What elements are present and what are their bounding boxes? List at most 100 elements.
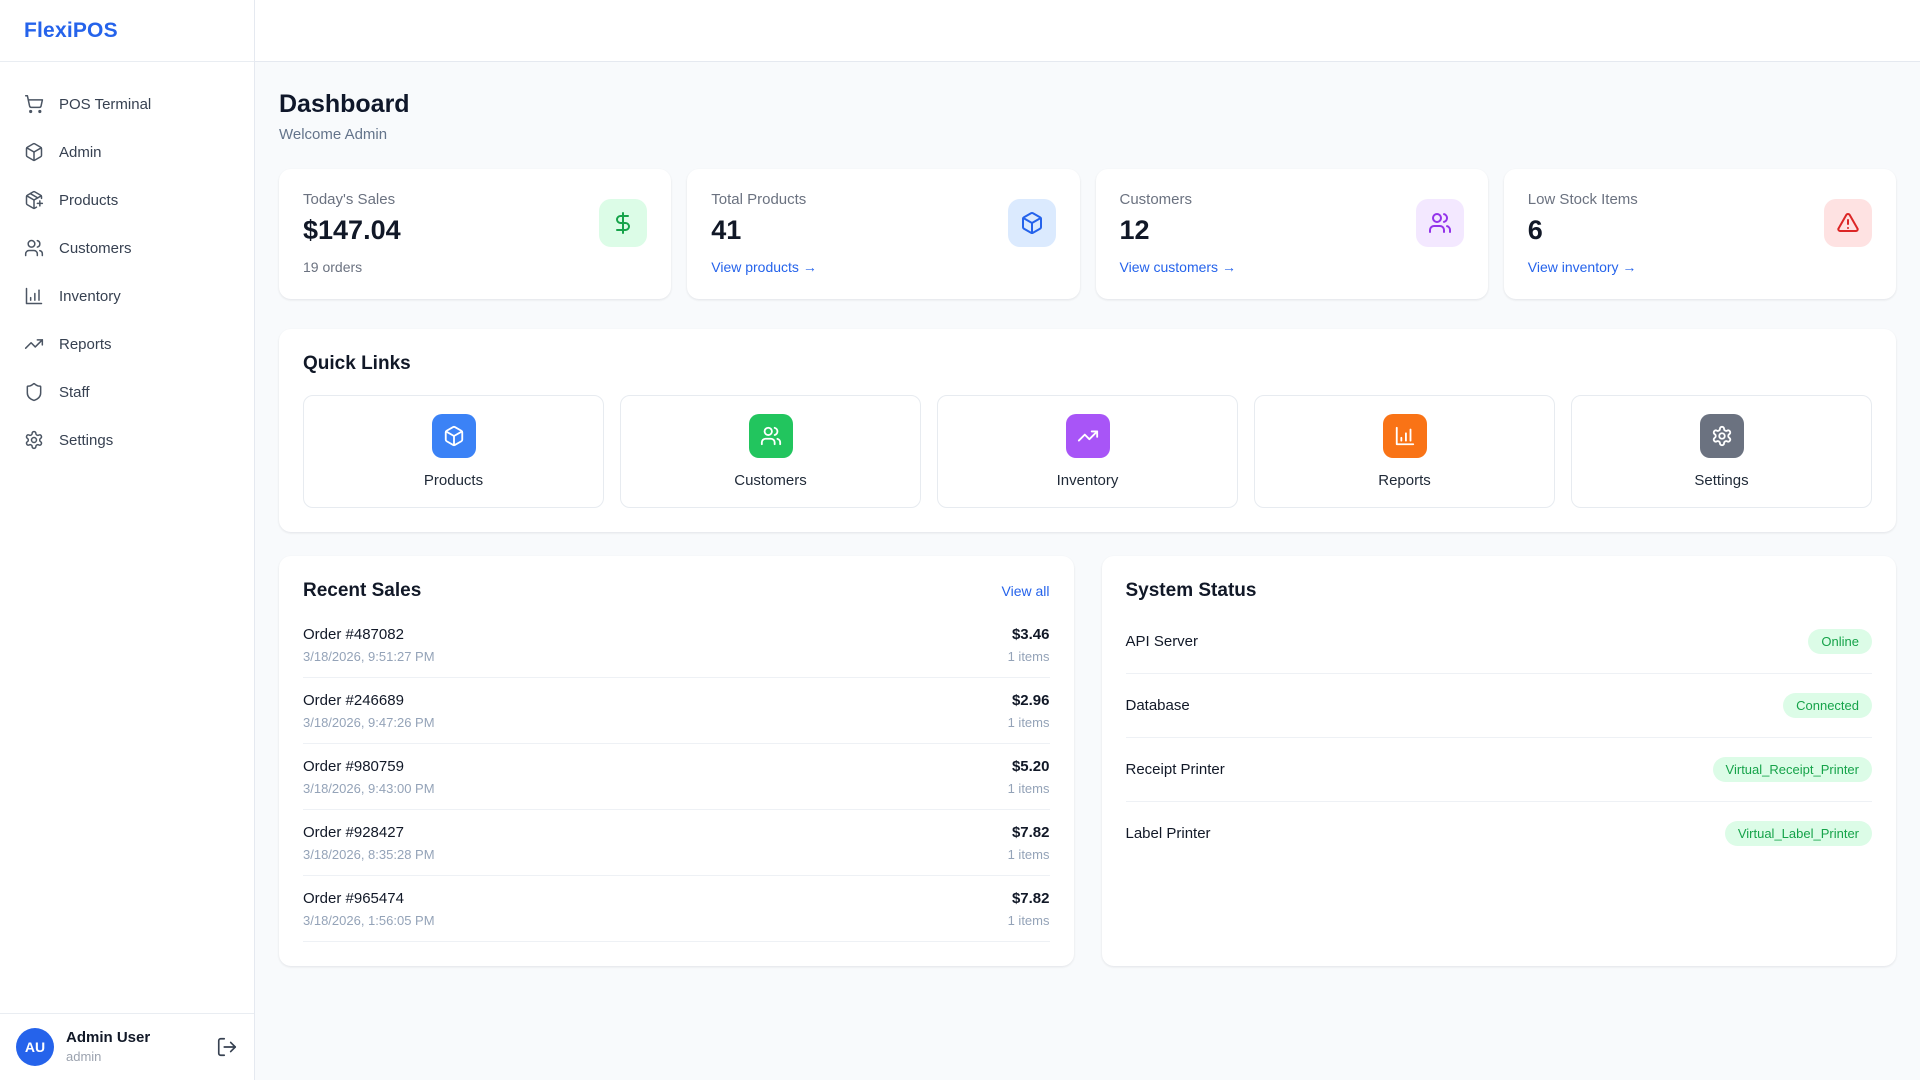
- sidebar-item-label: Reports: [59, 335, 112, 353]
- sale-totals: $7.82 1 items: [1008, 890, 1050, 928]
- users-icon: [24, 238, 44, 258]
- view-inventory-link[interactable]: View inventory →: [1527, 259, 1637, 275]
- sale-items: 1 items: [1007, 649, 1050, 664]
- package-plus-icon: [24, 190, 44, 210]
- sidebar-item-admin[interactable]: Admin: [0, 128, 254, 176]
- package-icon: [24, 142, 44, 162]
- quick-link-reports[interactable]: Reports: [1254, 395, 1555, 508]
- status-badge: Connected: [1783, 693, 1872, 718]
- recent-sales-panel: Recent Sales View all Order #487082 3/18…: [279, 556, 1074, 966]
- sidebar-item-label: Staff: [59, 383, 90, 401]
- sidebar-item-label: Inventory: [59, 287, 121, 305]
- sidebar-item-customers[interactable]: Customers: [0, 224, 254, 272]
- package-icon: [431, 414, 476, 458]
- status-badge: Online: [1808, 629, 1872, 654]
- recent-sales-head: Recent Sales View all: [303, 580, 1050, 602]
- sale-datetime: 3/18/2026, 9:51:27 PM: [303, 649, 435, 664]
- sidebar-item-reports[interactable]: Reports: [0, 320, 254, 368]
- quick-link-customers[interactable]: Customers: [620, 395, 921, 508]
- logo-wrap: FlexiPOS: [0, 0, 254, 62]
- app-logo: FlexiPOS: [24, 18, 118, 42]
- stat-value: 12: [1119, 215, 1150, 245]
- gear-icon: [24, 430, 44, 450]
- quick-links-panel: Quick Links Products Customers: [279, 329, 1896, 532]
- sale-amount: $5.20: [1011, 758, 1050, 775]
- quick-link-inventory[interactable]: Inventory: [937, 395, 1238, 508]
- stat-card-low-stock: Low Stock Items 6 View inventory →: [1503, 169, 1896, 299]
- sidebar-item-label: Settings: [59, 431, 114, 449]
- stat-card-text: Customers 12 View customers →: [1120, 191, 1236, 277]
- status-label: Label Printer: [1125, 825, 1211, 842]
- stat-value: $147.04: [303, 215, 401, 245]
- dollar-icon: [599, 199, 648, 247]
- sidebar-item-label: POS Terminal: [59, 95, 152, 113]
- sale-info: Order #965474 3/18/2026, 1:56:05 PM: [303, 890, 435, 928]
- status-badge: Virtual_Label_Printer: [1724, 821, 1872, 846]
- main-area: Dashboard Welcome Admin Today's Sales $1…: [255, 0, 1920, 1080]
- users-icon: [748, 414, 793, 458]
- shield-icon: [24, 382, 44, 402]
- sale-row: Order #928427 3/18/2026, 8:35:28 PM $7.8…: [303, 810, 1050, 876]
- view-products-link[interactable]: View products →: [711, 259, 817, 275]
- stat-label: Total Products: [711, 191, 807, 208]
- status-row: API Server Online: [1125, 610, 1872, 674]
- bar-chart-icon: [24, 286, 44, 306]
- sale-order-id: Order #980759: [303, 758, 404, 775]
- sale-items: 1 items: [1007, 781, 1050, 796]
- stat-card-text: Total Products 41 View products →: [711, 191, 817, 277]
- sale-order-id: Order #965474: [303, 890, 404, 907]
- user-role: admin: [66, 1049, 102, 1065]
- sidebar-item-staff[interactable]: Staff: [0, 368, 254, 416]
- sidebar-item-inventory[interactable]: Inventory: [0, 272, 254, 320]
- user-meta: Admin User admin: [66, 1029, 204, 1066]
- system-status-panel: System Status API Server Online Database…: [1101, 556, 1896, 966]
- sale-row: Order #980759 3/18/2026, 9:43:00 PM $5.2…: [303, 744, 1050, 810]
- bar-chart-icon: [1382, 414, 1427, 458]
- sidebar-nav: POS Terminal Admin Products Customers In…: [0, 62, 254, 1013]
- view-customers-link[interactable]: View customers →: [1119, 259, 1236, 275]
- sale-amount: $7.82: [1011, 824, 1050, 841]
- sidebar-item-label: Customers: [59, 239, 132, 257]
- view-all-link[interactable]: View all: [1001, 583, 1050, 599]
- user-name: Admin User: [66, 1028, 151, 1046]
- sale-datetime: 3/18/2026, 9:47:26 PM: [303, 715, 435, 730]
- quick-link-label: Settings: [1694, 472, 1749, 489]
- package-icon: [1007, 199, 1056, 247]
- status-row: Database Connected: [1125, 674, 1872, 738]
- users-icon: [1415, 199, 1464, 247]
- quick-link-products[interactable]: Products: [303, 395, 604, 508]
- stat-label: Low Stock Items: [1527, 191, 1638, 208]
- status-row: Label Printer Virtual_Label_Printer: [1125, 802, 1872, 865]
- stat-value: 6: [1527, 215, 1543, 245]
- sale-totals: $2.96 1 items: [1008, 692, 1050, 730]
- status-label: API Server: [1125, 633, 1199, 650]
- status-badge: Virtual_Receipt_Printer: [1712, 757, 1872, 782]
- stat-card-text: Low Stock Items 6 View inventory →: [1528, 191, 1638, 277]
- sale-totals: $3.46 1 items: [1008, 626, 1050, 664]
- bottom-grid: Recent Sales View all Order #487082 3/18…: [279, 556, 1896, 966]
- sidebar-item-products[interactable]: Products: [0, 176, 254, 224]
- avatar: AU: [16, 1028, 54, 1066]
- trending-up-icon: [24, 334, 44, 354]
- sale-order-id: Order #928427: [303, 824, 404, 841]
- sale-items: 1 items: [1007, 715, 1050, 730]
- stat-sub: 19 orders: [303, 259, 363, 275]
- stat-card-todays-sales: Today's Sales $147.04 19 orders: [279, 169, 672, 299]
- recent-sales-title: Recent Sales: [303, 580, 422, 601]
- stat-card-total-products: Total Products 41 View products →: [687, 169, 1080, 299]
- quick-link-settings[interactable]: Settings: [1571, 395, 1872, 508]
- status-row: Receipt Printer Virtual_Receipt_Printer: [1125, 738, 1872, 802]
- sale-order-id: Order #246689: [303, 692, 404, 709]
- sales-list: Order #487082 3/18/2026, 9:51:27 PM $3.4…: [303, 612, 1050, 942]
- sale-datetime: 3/18/2026, 1:56:05 PM: [303, 913, 435, 928]
- sale-amount: $3.46: [1011, 626, 1050, 643]
- quick-links-grid: Products Customers Inventory: [303, 395, 1872, 508]
- page-subtitle: Welcome Admin: [279, 126, 388, 143]
- log-out-icon[interactable]: [216, 1036, 238, 1058]
- shopping-cart-icon: [24, 94, 44, 114]
- sidebar-item-pos-terminal[interactable]: POS Terminal: [0, 80, 254, 128]
- sale-items: 1 items: [1007, 847, 1050, 862]
- stat-cards-row: Today's Sales $147.04 19 orders Total Pr…: [279, 169, 1896, 299]
- sidebar-item-settings[interactable]: Settings: [0, 416, 254, 464]
- content: Dashboard Welcome Admin Today's Sales $1…: [255, 62, 1920, 990]
